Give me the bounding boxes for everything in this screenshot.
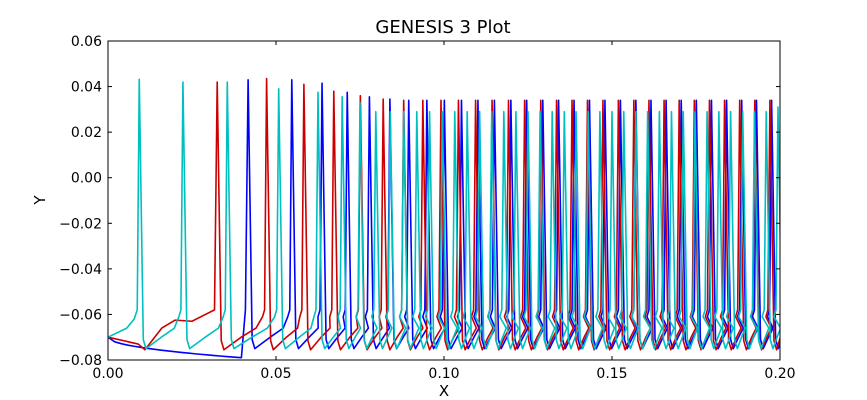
- ticks-layer: 0.00 0.05 0.10 0.15 0.20 −0.08 −0.06 −0.04 −0.02…: [59, 34, 795, 382]
- y-tick-label: 0.06: [71, 34, 102, 50]
- x-tick-label: 0.10: [428, 366, 459, 382]
- y-tick-label: 0.04: [71, 80, 102, 96]
- series-line-1: [108, 78, 780, 359]
- y-tick-label: −0.04: [59, 262, 102, 278]
- x-tick-label: 0.20: [764, 366, 795, 382]
- y-axis-label: Y: [31, 195, 49, 206]
- y-tick-label: 0.02: [71, 125, 102, 141]
- y-tick-label: −0.08: [59, 353, 102, 369]
- series-layer: [108, 77, 780, 359]
- series-line-3: [108, 78, 780, 350]
- x-tick-label: 0.00: [92, 366, 123, 382]
- y-tick-label: 0.00: [71, 171, 102, 187]
- y-tick-label: −0.06: [59, 307, 102, 323]
- x-tick-label: 0.05: [260, 366, 291, 382]
- x-tick-label: 0.15: [596, 366, 627, 382]
- y-tick-label: −0.02: [59, 216, 102, 232]
- chart-title: GENESIS 3 Plot: [375, 17, 510, 38]
- x-axis-label: X: [439, 382, 449, 400]
